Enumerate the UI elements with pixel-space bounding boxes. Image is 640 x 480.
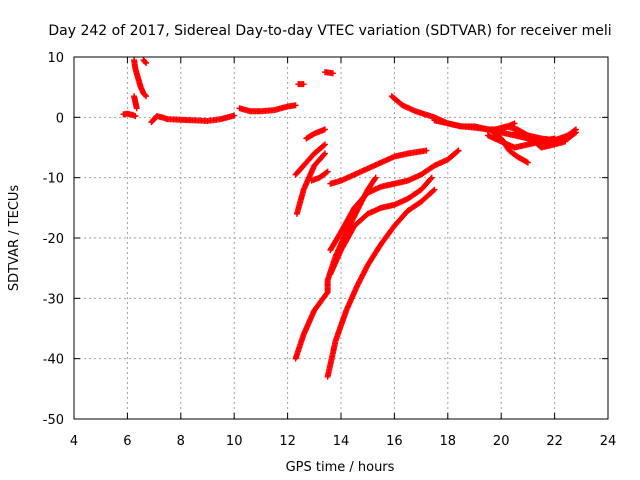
series-arc-g — [295, 81, 307, 88]
x-tick-label: 8 — [177, 434, 185, 449]
series-arc-f — [236, 102, 299, 115]
y-tick-label: -30 — [43, 292, 64, 307]
data-point — [562, 138, 569, 145]
data-point — [431, 186, 438, 193]
data-point — [455, 147, 462, 154]
data-point — [133, 105, 140, 112]
data-point — [511, 120, 518, 127]
y-axis-label: SDTVAR / TECUs — [7, 185, 22, 292]
data-point — [524, 159, 531, 166]
data-point — [321, 151, 328, 158]
data-points — [120, 57, 579, 380]
x-tick-labels: 4 6 8 10 12 14 16 18 20 22 24 — [70, 434, 616, 449]
x-axis-label: GPS time / hours — [286, 460, 395, 475]
data-point — [321, 150, 328, 157]
data-point — [231, 112, 238, 119]
data-point — [372, 174, 379, 181]
y-tick-label: 10 — [47, 51, 64, 66]
data-point — [321, 126, 328, 133]
series-arc-q — [327, 174, 435, 278]
x-tick-label: 18 — [440, 434, 457, 449]
data-point — [329, 70, 336, 77]
data-point — [300, 81, 307, 88]
series-arc-w — [511, 126, 579, 144]
data-point — [428, 174, 435, 181]
data-point — [321, 141, 328, 148]
series-arc-a — [120, 110, 139, 120]
x-tick-label: 24 — [600, 434, 617, 449]
x-tick-label: 16 — [386, 434, 403, 449]
series-arc-b — [131, 57, 150, 100]
data-point — [423, 147, 430, 154]
data-point — [454, 148, 461, 155]
data-point — [292, 102, 299, 109]
y-tick-label: -10 — [43, 172, 64, 187]
chart-title: Day 242 of 2017, Sidereal Day-to-day VTE… — [48, 23, 611, 39]
x-tick-label: 14 — [333, 434, 350, 449]
y-tick-label: -20 — [43, 232, 64, 247]
y-tick-labels: 10 0 -10 -20 -30 -40 -50 — [43, 51, 64, 428]
y-tick-label: 0 — [56, 111, 64, 126]
series-arc-h — [321, 69, 336, 77]
data-point — [143, 93, 150, 100]
x-tick-label: 12 — [279, 434, 296, 449]
x-tick-label: 6 — [123, 434, 131, 449]
data-point — [427, 175, 434, 182]
x-tick-label: 22 — [546, 434, 563, 449]
series-arc-m — [327, 147, 430, 187]
series-arc-c — [140, 57, 150, 67]
y-tick-label: -40 — [43, 353, 64, 368]
series-arc-j — [292, 141, 328, 178]
data-point — [324, 168, 331, 175]
series-arc-k — [293, 150, 328, 217]
data-point — [572, 126, 579, 133]
data-point — [323, 169, 330, 176]
x-tick-label: 4 — [70, 434, 78, 449]
series-arc-e — [148, 112, 238, 126]
series-arc-p — [324, 186, 438, 380]
x-tick-label: 10 — [226, 434, 243, 449]
data-point — [143, 60, 150, 67]
data-point — [571, 127, 578, 134]
series-arc-l — [308, 168, 331, 184]
data-point — [371, 175, 378, 182]
ticks — [73, 56, 609, 420]
data-point — [142, 59, 149, 66]
data-point — [142, 92, 149, 99]
series-arc-i — [303, 126, 328, 142]
data-point — [430, 187, 437, 194]
series-arc-d — [131, 93, 140, 112]
y-tick-label: -50 — [43, 413, 64, 428]
data-point — [320, 142, 327, 149]
x-tick-label: 20 — [493, 434, 510, 449]
data-point — [132, 113, 139, 120]
